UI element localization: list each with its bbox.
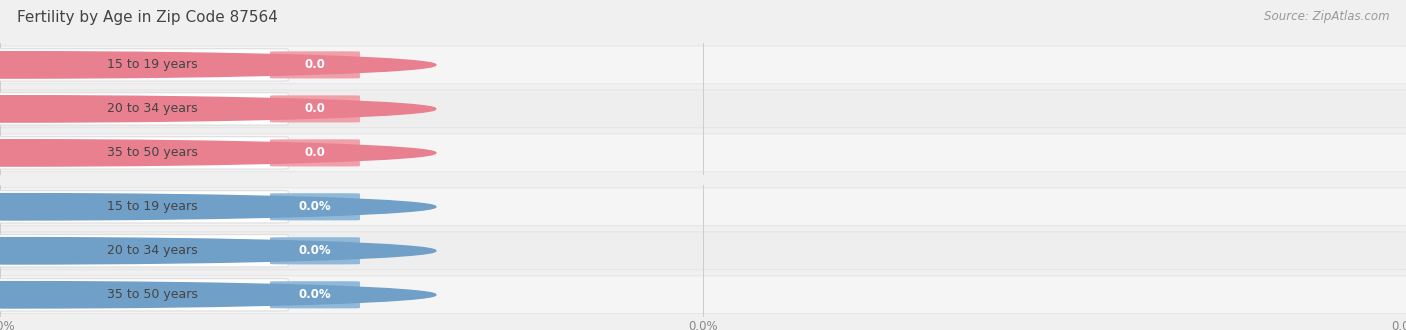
FancyBboxPatch shape — [0, 188, 1406, 226]
FancyBboxPatch shape — [0, 137, 288, 169]
FancyBboxPatch shape — [0, 191, 288, 223]
Text: 20 to 34 years: 20 to 34 years — [107, 102, 198, 115]
Circle shape — [0, 238, 436, 264]
FancyBboxPatch shape — [270, 95, 360, 122]
FancyBboxPatch shape — [0, 49, 288, 81]
Text: 15 to 19 years: 15 to 19 years — [107, 200, 198, 213]
Text: 0.0%: 0.0% — [298, 288, 332, 301]
FancyBboxPatch shape — [270, 237, 360, 264]
Text: 0.0: 0.0 — [305, 58, 325, 71]
Text: 35 to 50 years: 35 to 50 years — [107, 147, 198, 159]
Text: 35 to 50 years: 35 to 50 years — [107, 288, 198, 301]
FancyBboxPatch shape — [270, 281, 360, 308]
FancyBboxPatch shape — [270, 193, 360, 220]
Text: 0.0: 0.0 — [305, 102, 325, 115]
Text: 0.0: 0.0 — [305, 147, 325, 159]
FancyBboxPatch shape — [0, 93, 288, 125]
FancyBboxPatch shape — [0, 235, 288, 267]
FancyBboxPatch shape — [0, 46, 1406, 84]
Circle shape — [0, 96, 436, 122]
Text: 0.0%: 0.0% — [298, 244, 332, 257]
FancyBboxPatch shape — [270, 51, 360, 79]
FancyBboxPatch shape — [0, 90, 1406, 128]
Text: 0.0%: 0.0% — [298, 200, 332, 213]
Circle shape — [0, 281, 436, 308]
Text: Source: ZipAtlas.com: Source: ZipAtlas.com — [1264, 10, 1389, 23]
Text: Fertility by Age in Zip Code 87564: Fertility by Age in Zip Code 87564 — [17, 10, 278, 25]
Circle shape — [0, 194, 436, 220]
FancyBboxPatch shape — [0, 134, 1406, 172]
FancyBboxPatch shape — [270, 139, 360, 166]
Text: 15 to 19 years: 15 to 19 years — [107, 58, 198, 71]
Circle shape — [0, 140, 436, 166]
Text: 20 to 34 years: 20 to 34 years — [107, 244, 198, 257]
FancyBboxPatch shape — [0, 279, 288, 311]
Circle shape — [0, 52, 436, 78]
FancyBboxPatch shape — [0, 232, 1406, 270]
FancyBboxPatch shape — [0, 276, 1406, 314]
